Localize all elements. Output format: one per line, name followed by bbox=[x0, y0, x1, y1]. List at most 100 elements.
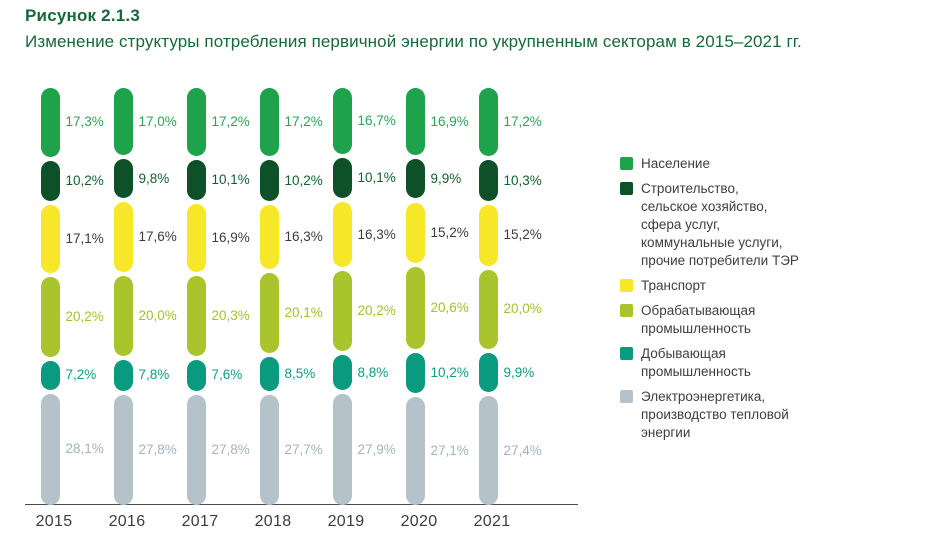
bar-segment bbox=[186, 275, 206, 357]
bar-segment bbox=[478, 352, 498, 393]
segment-label: 27,1% bbox=[430, 443, 469, 459]
segment-label: 9,9% bbox=[503, 364, 535, 380]
bar-segment bbox=[478, 205, 498, 266]
segment-label: 17,2% bbox=[211, 114, 250, 130]
bar-segment bbox=[186, 394, 206, 505]
legend-swatch bbox=[620, 279, 633, 292]
segment-label: 20,1% bbox=[284, 305, 323, 321]
year-label: 2018 bbox=[254, 513, 292, 530]
bar-segment bbox=[113, 202, 133, 273]
legend-label: Добывающая промышленность bbox=[641, 346, 751, 379]
year-label: 2015 bbox=[35, 513, 73, 530]
segment-label: 16,7% bbox=[357, 113, 396, 129]
segment-label: 20,0% bbox=[138, 307, 177, 323]
bar-segment bbox=[332, 88, 352, 155]
segment-label: 7,2% bbox=[65, 367, 97, 383]
bar-segment bbox=[332, 158, 352, 199]
segment-label: 10,3% bbox=[503, 172, 542, 188]
segment-label: 7,6% bbox=[211, 367, 243, 383]
legend-label: Электроэнергетика, производство тепловой… bbox=[641, 389, 789, 440]
legend-label: Население bbox=[641, 156, 710, 171]
segment-label: 17,2% bbox=[503, 114, 542, 130]
legend-item: Добывающая промышленность bbox=[620, 345, 920, 381]
legend-swatch bbox=[620, 304, 633, 317]
legend-item: Электроэнергетика, производство тепловой… bbox=[620, 388, 920, 442]
segment-label: 20,3% bbox=[211, 307, 250, 323]
segment-label: 27,9% bbox=[357, 441, 396, 457]
segment-label: 10,2% bbox=[65, 172, 104, 188]
bar-segment bbox=[405, 397, 425, 505]
bar-segment bbox=[259, 357, 279, 392]
legend-item: Строительство, сельское хозяйство, сфера… bbox=[620, 180, 920, 270]
segment-label: 8,5% bbox=[284, 366, 316, 382]
legend-item: Обрабатывающая промышленность bbox=[620, 302, 920, 338]
segment-label: 9,9% bbox=[430, 170, 462, 186]
segment-label: 15,2% bbox=[503, 227, 542, 243]
segment-label: 16,9% bbox=[430, 113, 469, 129]
bar-segment bbox=[40, 160, 60, 202]
bar-segment bbox=[40, 393, 60, 505]
segment-label: 8,8% bbox=[357, 364, 389, 380]
bar-segment bbox=[332, 394, 352, 505]
segment-label: 17,2% bbox=[284, 114, 323, 130]
bar-segment bbox=[332, 271, 352, 352]
legend-swatch bbox=[620, 390, 633, 403]
figure-title: Изменение структуры потребления первично… bbox=[25, 32, 802, 51]
bar-segment bbox=[405, 202, 425, 263]
bar-segment bbox=[478, 160, 498, 202]
segment-label: 10,2% bbox=[284, 172, 323, 188]
bar-segment bbox=[113, 276, 133, 356]
bar-segment bbox=[478, 396, 498, 505]
bar-segment bbox=[113, 88, 133, 156]
legend-swatch bbox=[620, 347, 633, 360]
segment-label: 7,8% bbox=[138, 367, 170, 383]
year-label: 2016 bbox=[108, 513, 146, 530]
x-axis-line bbox=[25, 504, 578, 505]
segment-label: 16,3% bbox=[284, 229, 323, 245]
bar-segment bbox=[259, 395, 279, 505]
chart-area: 17,3% 10,2% 17,1% 20,2% 7,2% 28,1% 2015 17,0% 9,… bbox=[25, 88, 578, 530]
bar-segment bbox=[186, 360, 206, 391]
segment-label: 17,3% bbox=[65, 114, 104, 130]
legend-item: Транспорт bbox=[620, 277, 920, 295]
bar-segment bbox=[113, 394, 133, 505]
year-label: 2021 bbox=[473, 513, 511, 530]
year-label: 2019 bbox=[327, 513, 365, 530]
bar-segment bbox=[186, 204, 206, 272]
segment-label: 27,8% bbox=[138, 441, 177, 457]
bar-segment bbox=[40, 360, 60, 390]
segment-label: 17,6% bbox=[138, 229, 177, 245]
year-label: 2020 bbox=[400, 513, 438, 530]
legend-swatch bbox=[620, 157, 633, 170]
bar-segment bbox=[113, 159, 133, 199]
bar-segment bbox=[186, 160, 206, 201]
legend: Население Строительство, сельское хозяйст… bbox=[620, 155, 920, 449]
segment-label: 10,1% bbox=[357, 170, 396, 186]
segment-label: 17,0% bbox=[138, 113, 177, 129]
legend-label: Транспорт bbox=[641, 278, 706, 293]
legend-item: Население bbox=[620, 155, 920, 173]
segment-label: 16,3% bbox=[357, 226, 396, 242]
bar-segment bbox=[259, 273, 279, 354]
segment-label: 16,9% bbox=[211, 230, 250, 246]
bar-segment bbox=[186, 88, 206, 157]
bar-segment bbox=[405, 266, 425, 349]
segment-label: 20,2% bbox=[65, 308, 104, 324]
bar-segment bbox=[405, 352, 425, 394]
bar-segment bbox=[113, 359, 133, 391]
segment-label: 20,0% bbox=[503, 301, 542, 317]
segment-label: 10,2% bbox=[430, 365, 469, 381]
segment-label: 10,1% bbox=[211, 172, 250, 188]
bar-segment bbox=[40, 276, 60, 357]
bar-segment bbox=[259, 88, 279, 157]
bar-segment bbox=[332, 202, 352, 268]
segment-label: 9,8% bbox=[138, 170, 170, 186]
bar-segment bbox=[478, 88, 498, 157]
bar-segment bbox=[259, 160, 279, 201]
bar-segment bbox=[332, 355, 352, 391]
segment-label: 20,6% bbox=[430, 299, 469, 315]
segment-label: 27,7% bbox=[284, 442, 323, 457]
legend-label: Обрабатывающая промышленность bbox=[641, 303, 756, 336]
segment-label: 20,2% bbox=[357, 303, 396, 319]
segment-label: 28,1% bbox=[65, 441, 104, 457]
